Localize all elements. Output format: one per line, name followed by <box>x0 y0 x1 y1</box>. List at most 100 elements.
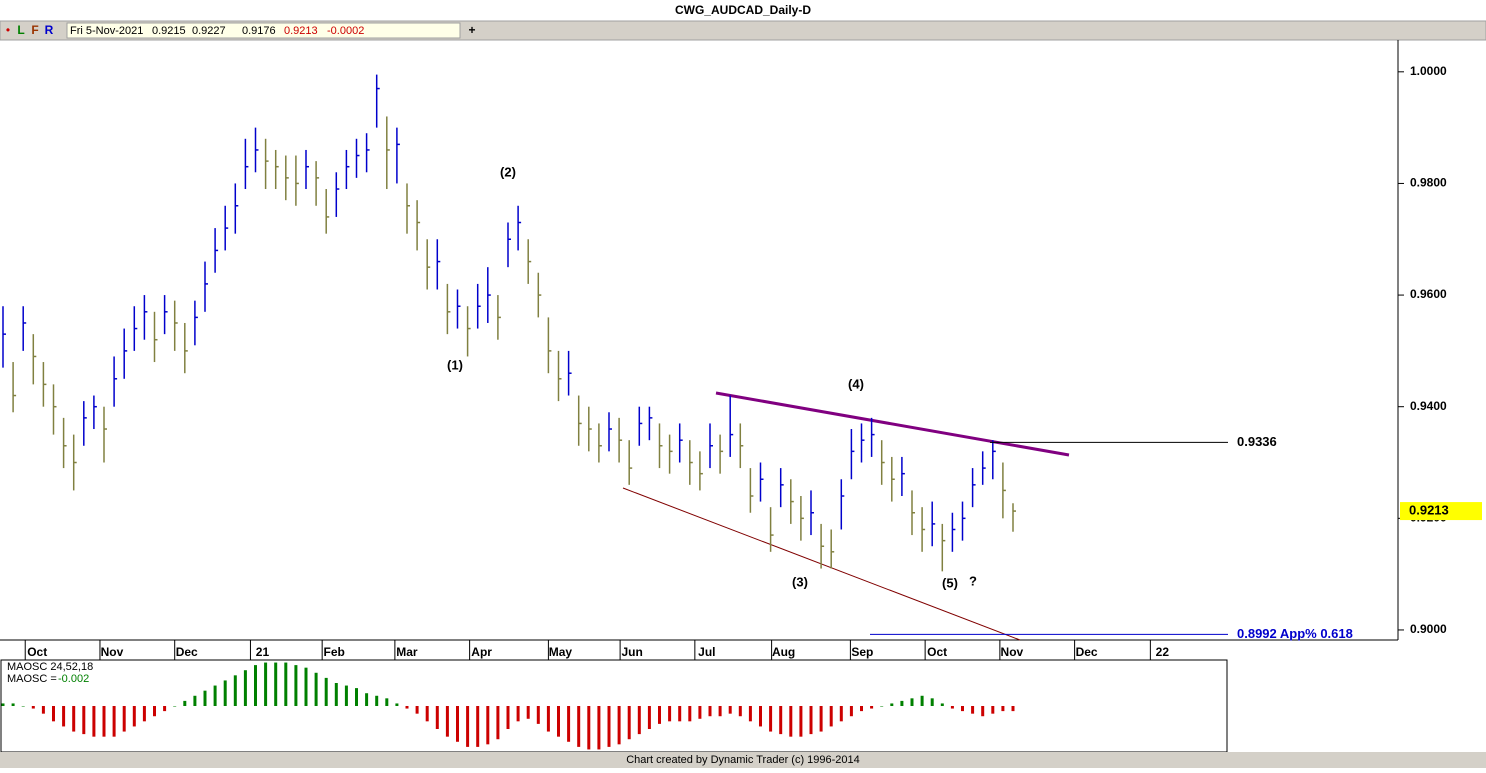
price-level-label: 0.8992 App% 0.618 <box>1237 626 1353 641</box>
x-tick-label: Oct <box>927 645 947 659</box>
oscillator-bar <box>102 706 106 737</box>
oscillator-bar <box>688 706 692 722</box>
oscillator-bar <box>294 665 298 706</box>
readout-low: 0.9176 <box>242 25 276 37</box>
toolbar-button[interactable]: R <box>45 23 54 37</box>
oscillator-bar <box>142 706 146 722</box>
oscillator-bar <box>940 703 944 706</box>
oscillator-panel <box>0 659 1228 753</box>
wave-label: (4) <box>848 376 864 391</box>
oscillator-bar <box>759 706 762 727</box>
oscillator-bar <box>476 706 480 747</box>
oscillator-bar <box>284 662 288 706</box>
oscillator-bar <box>698 706 702 719</box>
oscillator-bar <box>243 670 247 706</box>
x-tick-label: Oct <box>27 645 47 659</box>
oscillator-bar <box>900 700 904 706</box>
oscillator-bar <box>658 706 661 724</box>
x-tick-label: Aug <box>772 645 795 659</box>
oscillator-bar <box>607 706 611 747</box>
oscillator-bar <box>82 706 86 735</box>
oscillator-bar <box>163 706 167 712</box>
oscillator-bar <box>375 695 379 706</box>
x-tick-label: May <box>549 645 573 659</box>
oscillator-bar <box>456 706 459 742</box>
toolbar-button[interactable]: F <box>31 23 38 37</box>
price-level-label: 0.9336 <box>1237 434 1277 449</box>
oscillator-bar <box>708 706 712 717</box>
oscillator-bar <box>738 706 742 717</box>
trendline <box>715 391 1070 457</box>
oscillator-bar <box>223 680 227 706</box>
oscillator-bar <box>213 685 217 706</box>
oscillator-bar <box>971 706 975 714</box>
oscillator-bar <box>920 695 924 706</box>
oscillator-bar <box>678 706 682 722</box>
oscillator-bar <box>31 706 35 709</box>
toolbar-button[interactable]: L <box>17 23 24 37</box>
x-tick-label: Dec <box>1076 645 1098 659</box>
oscillator-bar <box>627 706 631 740</box>
oscillator-bar <box>829 706 833 727</box>
oscillator-bar <box>496 706 500 740</box>
oscillator-bar <box>264 662 268 706</box>
oscillator-bar <box>385 698 389 706</box>
x-tick-label: Dec <box>176 645 198 659</box>
x-tick-label: Apr <box>471 645 492 659</box>
oscillator-bar <box>425 706 429 722</box>
oscillator-bar <box>1011 706 1015 712</box>
oscillator-bar <box>112 706 116 737</box>
oscillator-bar <box>779 706 783 735</box>
oscillator-bar <box>890 703 894 706</box>
oscillator-bar <box>849 706 853 717</box>
oscillator-bar <box>304 667 308 706</box>
wave-label: (1) <box>447 357 463 372</box>
oscillator-bar <box>617 706 621 745</box>
oscillator-bar <box>839 706 843 722</box>
oscillator-bar <box>334 683 338 706</box>
oscillator-bar <box>355 688 358 706</box>
oscillator-bar <box>597 706 601 750</box>
oscillator-bar <box>880 706 884 707</box>
oscillator-bar <box>1 703 5 706</box>
oscillator-bar <box>233 675 237 706</box>
wave-label: ? <box>969 573 977 588</box>
oscillator-bar <box>344 685 348 706</box>
last-price-label: 0.9213 <box>1409 503 1449 518</box>
wave-label: (2) <box>500 164 516 179</box>
oscillator-bar <box>41 706 45 714</box>
toolbar-button[interactable]: • <box>6 23 10 37</box>
wave-label: (5) <box>942 575 958 590</box>
oscillator-bar <box>748 706 752 722</box>
toolbar-button[interactable]: + <box>468 23 475 37</box>
oscillator-bar <box>799 706 803 737</box>
oscillator-bar <box>203 690 207 706</box>
oscillator-bar <box>435 706 439 729</box>
oscillator-bar <box>11 703 15 706</box>
oscillator-bar <box>395 703 399 706</box>
oscillator-bar <box>819 706 823 732</box>
oscillator-bar <box>516 706 520 722</box>
footer: Chart created by Dynamic Trader (c) 1996… <box>626 754 860 766</box>
oscillator-bar <box>718 706 722 717</box>
oscillator-bar <box>314 672 318 706</box>
oscillator-bar <box>567 706 571 742</box>
readout-change: -0.0002 <box>327 25 364 37</box>
oscillator-bar <box>365 693 369 706</box>
oscillator-bar <box>809 706 813 735</box>
oscillator-bar <box>668 706 672 722</box>
oscillator-bar <box>132 706 136 727</box>
oscillator-bar <box>526 706 530 719</box>
x-tick-label: Mar <box>396 645 418 659</box>
oscillator-bar <box>415 706 419 714</box>
readout-date: Fri 5-Nov-2021 <box>70 25 143 37</box>
y-tick-label: 0.9000 <box>1410 622 1447 636</box>
oscillator-bar <box>910 698 914 706</box>
oscillator-bar <box>789 706 793 737</box>
oscillator-bar <box>254 665 257 706</box>
oscillator-bar <box>728 706 732 714</box>
y-tick-label: 1.0000 <box>1410 64 1447 78</box>
readout-open: 0.9215 <box>152 25 186 37</box>
x-tick-label: Nov <box>101 645 124 659</box>
